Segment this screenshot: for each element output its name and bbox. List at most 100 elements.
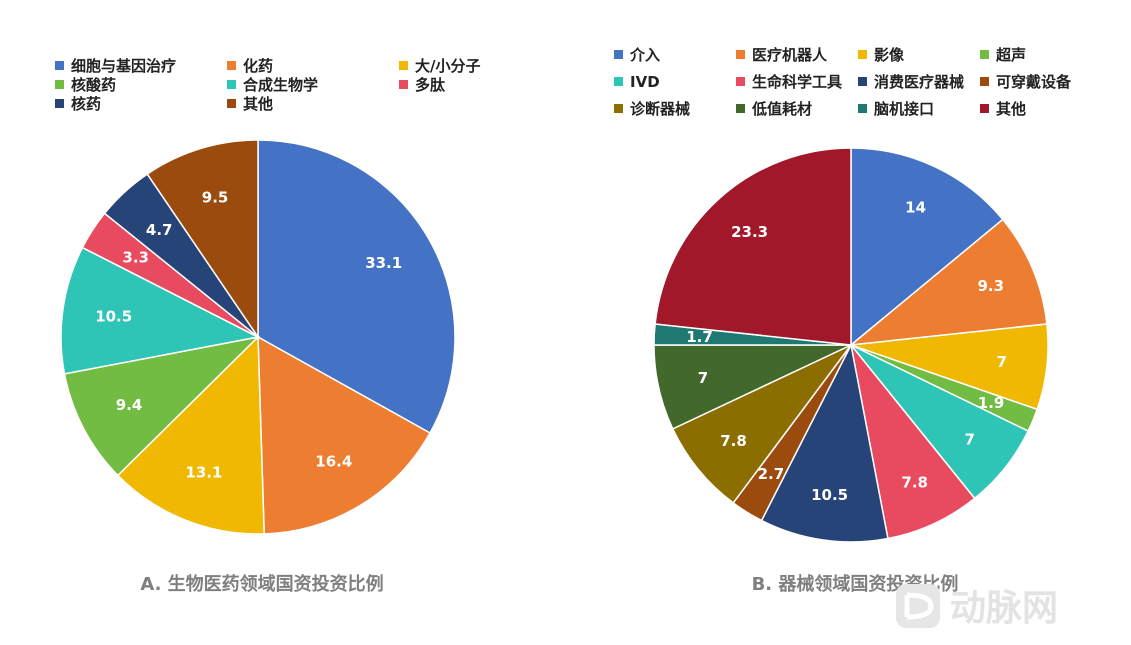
legend-label: 脑机接口 [874,100,934,118]
legend-swatch [227,61,236,70]
data-label-b-3: 1.9 [978,394,1005,412]
data-label-a-2: 13.1 [185,463,222,481]
legend-swatch [614,77,623,86]
pie-slice-b-5 [850,344,976,540]
legend-item-b-11: 其他 [980,100,1026,118]
legend-swatch [614,104,623,113]
legend-swatch [736,77,745,86]
legend-item-b-4: IVD [614,73,660,91]
legend-label: 细胞与基因治疗 [71,57,176,75]
legend-item-b-0: 介入 [614,46,660,64]
legend-item-b-6: 消费医疗器械 [858,73,964,91]
legend-label: 其他 [996,100,1026,118]
legend-item-b-2: 影像 [858,46,905,64]
legend-swatch [736,50,745,59]
legend-label: 医疗机器人 [752,46,828,64]
legend-item-a-0: 细胞与基因治疗 [55,57,176,75]
chart-a-title: A. 生物医药领域国资投资比例 [140,573,383,595]
legend-label: 超声 [995,46,1026,64]
legend-item-a-4: 合成生物学 [227,76,318,94]
legend-item-a-7: 其他 [227,95,273,113]
legend-swatch [980,50,989,59]
pie-slice-b-6 [760,342,889,543]
legend-swatch [858,77,867,86]
chart-b-slices [653,147,1049,543]
watermark: 动脉网 [896,584,1058,629]
pie-slice-a-1 [257,335,432,535]
watermark-text: 动脉网 [950,588,1058,629]
legend-swatch [399,61,408,70]
chart-a-data-labels: 33.1 16.4 13.1 9.4 10.5 3.3 4.7 9.5 [95,189,402,482]
data-label-a-0: 33.1 [365,254,402,272]
data-label-b-5: 7.8 [901,474,928,492]
dongmai-logo-icon [896,584,940,628]
pie-slice-a-4 [60,246,261,375]
legend-label: 影像 [874,46,905,64]
legend-item-b-8: 诊断器械 [614,100,690,118]
legend-label: 化药 [243,57,273,75]
legend-swatch [980,77,989,86]
data-label-a-5: 3.3 [122,249,149,267]
pie-slice-a-2 [116,335,265,535]
data-label-a-1: 16.4 [315,453,352,471]
legend-item-a-5: 多肽 [399,76,446,94]
legend-item-a-2: 大/小分子 [399,57,480,75]
data-label-b-2: 7 [996,353,1006,371]
data-label-b-7: 2.7 [758,465,785,483]
legend-label: 核药 [71,95,101,113]
legend-item-b-9: 低值耗材 [736,100,812,118]
legend-label: 可穿戴设备 [996,73,1072,91]
pie-slice-b-8 [671,344,852,504]
legend-label: 大/小分子 [415,57,480,75]
legend-label: 消费医疗器械 [874,73,964,91]
legend-item-b-7: 可穿戴设备 [980,73,1072,91]
legend-item-b-3: 超声 [980,46,1026,64]
data-label-b-6: 10.5 [811,486,848,504]
legend-item-a-6: 核药 [55,95,101,113]
data-label-a-7: 9.5 [202,189,229,207]
data-label-b-9: 7 [698,369,708,387]
legend-swatch [736,104,745,113]
data-label-b-8: 7.8 [720,432,747,450]
legend-swatch [227,80,236,89]
legend-item-a-3: 核酸药 [55,76,116,94]
pie-slice-a-3 [63,335,261,477]
chart-b: 14 9.3 7 1.9 7 7.8 10.5 2.7 7.8 7 1.7 23.3 介入 医疗机器人 影… [614,46,1072,595]
legend-item-b-10: 脑机接口 [858,100,934,118]
pie-slice-a-0 [257,139,456,435]
legend-label: 介入 [629,46,660,64]
chart-a: 33.1 16.4 13.1 9.4 10.5 3.3 4.7 9.5 细胞与基因治疗 化药 大/… [55,57,480,595]
legend-item-b-1: 医疗机器人 [736,46,828,64]
legend-label: 生命科学工具 [752,73,842,91]
data-label-a-4: 10.5 [95,308,132,326]
legend-swatch [55,61,64,70]
legend-swatch [227,99,236,108]
legend-label: 低值耗材 [751,100,812,118]
legend-label: 多肽 [415,76,446,94]
legend-label: 合成生物学 [242,76,318,94]
pie-slice-a-7 [146,139,259,340]
legend-swatch [55,99,64,108]
legend-label: 核酸药 [71,76,116,94]
legend-item-b-5: 生命科学工具 [736,73,842,91]
data-label-b-4: 7 [964,431,974,449]
legend-swatch [858,50,867,59]
legend-swatch [858,104,867,113]
pie-slice-b-11 [654,147,852,346]
legend-swatch [399,80,408,89]
legend-swatch [614,50,623,59]
chart-b-data-labels: 14 9.3 7 1.9 7 7.8 10.5 2.7 7.8 7 1.7 23.3 [686,199,1007,505]
data-label-b-1: 9.3 [978,277,1005,295]
legend-swatch [980,104,989,113]
chart-a-slices [60,139,456,535]
legend-swatch [55,80,64,89]
data-label-a-3: 9.4 [116,396,143,414]
data-label-b-0: 14 [905,199,926,217]
data-label-b-10: 1.7 [686,328,713,346]
data-label-a-6: 4.7 [146,221,173,239]
data-label-b-11: 23.3 [731,223,768,241]
legend-label: 其他 [243,95,273,113]
